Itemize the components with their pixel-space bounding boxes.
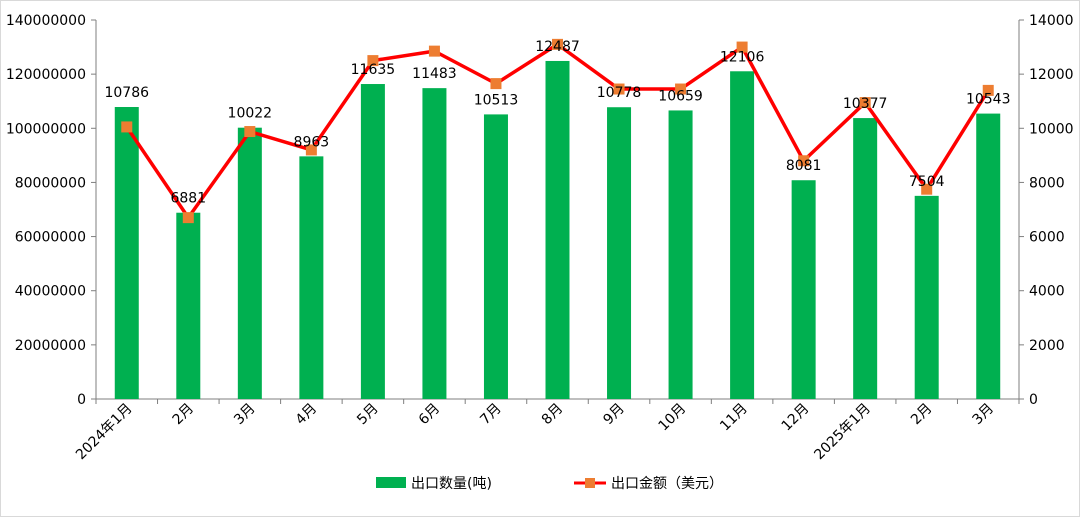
bar-data-label: 10778 [597, 85, 642, 101]
bar [853, 118, 878, 400]
y-tick-label-left: 0 [77, 392, 86, 408]
y-tick-label-left: 120000000 [6, 67, 86, 83]
line-point [736, 41, 748, 53]
line-point [182, 212, 194, 224]
bar [730, 71, 755, 399]
bar [360, 84, 385, 399]
bar [607, 107, 632, 399]
bar [914, 195, 939, 399]
bar-data-label: 12487 [535, 39, 580, 55]
legend-swatch-bar [376, 477, 406, 488]
bar [422, 88, 447, 399]
bar [237, 127, 262, 400]
line-layer [121, 38, 994, 224]
y-tick-label-right: 12000 [1029, 67, 1074, 83]
x-tick-label: 6月 [416, 401, 444, 429]
line-point [798, 155, 810, 167]
x-tick-label: 8月 [539, 401, 567, 429]
legend: 出口数量(吨) 出口金额（美元） [376, 476, 723, 492]
line-point [982, 84, 994, 96]
line-point [121, 121, 133, 133]
line-point [305, 144, 317, 156]
legend-swatch-marker [585, 478, 595, 488]
line-point [244, 126, 256, 138]
line-point [921, 183, 933, 195]
y-tick-label-left: 100000000 [6, 121, 86, 137]
bar-data-label: 10377 [843, 96, 888, 112]
bar [545, 60, 570, 399]
bar [976, 113, 1001, 399]
x-tick-label: 7月 [477, 401, 505, 429]
line-point [675, 83, 687, 95]
y-tick-label-right: 0 [1029, 392, 1038, 408]
bar [791, 180, 816, 399]
bar-data-label: 10659 [658, 88, 703, 104]
legend-label-line: 出口金额（美元） [611, 476, 723, 492]
bar-data-label: 11483 [412, 66, 457, 82]
bar [176, 212, 201, 399]
line-point [859, 97, 871, 109]
x-tick-label: 3月 [231, 401, 259, 429]
y-tick-label-left: 80000000 [15, 175, 86, 191]
bar-data-label: 6881 [170, 191, 206, 207]
axes-layer: 0 20000000 40000000 60000000 80000000 1000000… [6, 13, 1074, 463]
x-tick-label: 11月 [717, 401, 751, 435]
legend-label-bar: 出口数量(吨) [411, 476, 492, 492]
bar [483, 114, 508, 399]
x-tick-label: 3月 [970, 401, 998, 429]
line-point [428, 45, 440, 57]
bar-data-label: 10786 [104, 85, 149, 101]
bar [114, 107, 139, 399]
bar-data-label: 7504 [909, 174, 945, 190]
y-tick-label-right: 6000 [1029, 230, 1065, 246]
y-tick-label-left: 140000000 [6, 13, 86, 29]
x-tick-label: 2月 [908, 401, 936, 429]
y-tick-label-left: 60000000 [15, 230, 86, 246]
labels-layer: 10786 6881 10022 8963 11635 11483 10513 12487 10… [104, 39, 1010, 207]
bar [299, 156, 324, 399]
y-tick-label-right: 14000 [1029, 13, 1074, 29]
line-point [552, 38, 563, 50]
bar-data-label: 10022 [228, 106, 273, 122]
x-tick-label: 2025年1月 [811, 401, 874, 464]
y-tick-label-right: 8000 [1029, 175, 1065, 191]
line-point [367, 55, 379, 67]
bar-data-label: 10513 [474, 92, 519, 108]
x-tick-label: 2月 [170, 401, 198, 429]
line-point [613, 83, 625, 95]
bars-layer [114, 60, 1001, 400]
y-tick-label-right: 4000 [1029, 284, 1065, 300]
y-tick-label-left: 40000000 [15, 284, 86, 300]
bar-data-label: 8081 [786, 158, 822, 174]
x-tick-label: 5月 [354, 401, 382, 429]
bar-data-label: 11635 [351, 62, 396, 78]
bar-data-label: 10543 [966, 92, 1011, 108]
y-tick-label-left: 20000000 [15, 338, 86, 354]
x-tick-label: 12月 [779, 401, 813, 435]
bar [668, 110, 693, 399]
line-point [490, 78, 502, 90]
y-tick-label-right: 2000 [1029, 338, 1065, 354]
x-tick-label: 4月 [293, 401, 321, 429]
x-tick-label: 10月 [656, 401, 690, 435]
x-tick-label: 9月 [600, 401, 628, 429]
y-tick-label-right: 10000 [1029, 121, 1074, 137]
bar-data-label: 12106 [720, 49, 765, 65]
bar-data-label: 8963 [294, 134, 330, 150]
x-tick-label: 2024年1月 [73, 401, 136, 464]
